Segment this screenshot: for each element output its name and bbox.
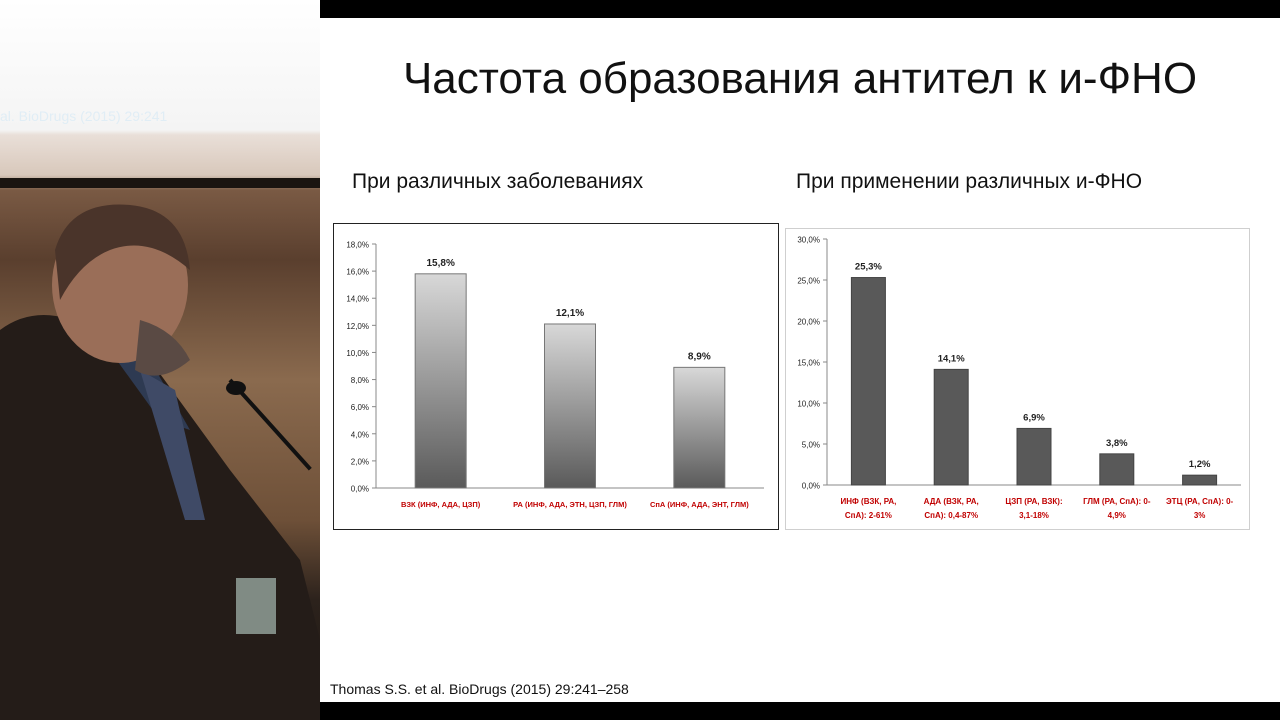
bar — [1016, 427, 1052, 486]
bar — [1099, 453, 1135, 486]
category-label: ИНФ (ВЗК, РА, — [840, 497, 896, 506]
right-chart-subtitle: При применении различных и-ФНО — [796, 170, 1143, 193]
bar — [544, 323, 596, 489]
category-label: ЭТЦ (РА, СпА): 0- — [1166, 497, 1234, 506]
category-label: СпА (ИНФ, АДА, ЭНТ, ГЛМ) — [650, 500, 749, 509]
bar-value-label: 3,8% — [1106, 438, 1128, 449]
bar — [933, 368, 969, 486]
y-tick-label: 10,0% — [346, 349, 369, 358]
presentation-slide: Частота образования антител к и-ФНО При … — [320, 18, 1280, 702]
bar — [414, 273, 467, 489]
bar — [1182, 474, 1218, 486]
speaker-figure — [0, 178, 320, 720]
category-label: ЦЗП (РА, ВЗК): — [1005, 497, 1062, 506]
y-tick-label: 12,0% — [346, 322, 369, 331]
bar-value-label: 12,1% — [556, 308, 584, 319]
category-label: РА (ИНФ, АДА, ЭТН, ЦЗП, ГЛМ) — [513, 500, 627, 509]
y-tick-label: 15,0% — [797, 359, 820, 368]
category-label: ГЛМ (РА, СпА): 0- — [1083, 497, 1151, 506]
y-tick-label: 0,0% — [802, 482, 820, 491]
projected-citation-text: al. BioDrugs (2015) 29:241 — [0, 108, 168, 124]
video-letterbox-bottom — [320, 702, 1280, 720]
bar-value-label: 1,2% — [1189, 459, 1211, 470]
bar-value-label: 8,9% — [688, 351, 711, 362]
disease-chart: 0,0% 2,0% 4,0% 6,0% 8,0% 10,0% 12,0% 14,0% 16,0%… — [333, 223, 779, 530]
y-tick-label: 10,0% — [797, 400, 820, 409]
y-tick-label: 8,0% — [351, 376, 369, 385]
y-tick-label: 25,0% — [797, 277, 820, 286]
y-tick-label: 16,0% — [346, 268, 369, 277]
category-label: 4,9% — [1108, 511, 1126, 520]
video-letterbox-top — [320, 0, 1280, 18]
citation: Thomas S.S. et al. BioDrugs (2015) 29:24… — [330, 681, 629, 697]
y-tick-label: 6,0% — [351, 403, 369, 412]
slide-title: Частота образования антител к и-ФНО — [402, 54, 1198, 103]
y-tick-label: 30,0% — [797, 236, 820, 245]
drug-chart-svg: 0,0% 5,0% 10,0% 15,0% 20,0% 25,0% 30,0% 25,3% ИН… — [797, 236, 1241, 520]
category-label: АДА (ВЗК, РА, — [924, 497, 979, 506]
category-label: СпА): 0,4-87% — [924, 511, 978, 520]
category-label: 3% — [1194, 511, 1206, 520]
y-tick-label: 20,0% — [797, 318, 820, 327]
bar — [850, 277, 886, 486]
y-tick-label: 2,0% — [351, 457, 369, 466]
disease-chart-svg: 0,0% 2,0% 4,0% 6,0% 8,0% 10,0% 12,0% 14,0% 16,0%… — [346, 241, 764, 509]
bar-value-label: 6,9% — [1023, 412, 1045, 423]
y-tick-label: 5,0% — [802, 441, 820, 450]
y-tick-label: 4,0% — [351, 430, 369, 439]
speaker-video-panel: al. BioDrugs (2015) 29:241 — [0, 0, 320, 720]
y-tick-label: 0,0% — [351, 485, 369, 494]
y-tick-label: 18,0% — [346, 241, 369, 250]
bar-value-label: 25,3% — [855, 262, 882, 273]
y-tick-label: 14,0% — [346, 295, 369, 304]
bar-value-label: 14,1% — [938, 353, 965, 364]
left-chart-subtitle: При различных заболеваниях — [352, 170, 644, 193]
category-label: ВЗК (ИНФ, АДА, ЦЗП) — [401, 500, 481, 509]
category-label: СпА): 2-61% — [845, 511, 892, 520]
category-label: 3,1-18% — [1019, 511, 1049, 520]
bar — [673, 366, 726, 489]
drug-chart: 0,0% 5,0% 10,0% 15,0% 20,0% 25,0% 30,0% 25,3% ИН… — [785, 228, 1250, 530]
bar-value-label: 15,8% — [426, 258, 454, 269]
